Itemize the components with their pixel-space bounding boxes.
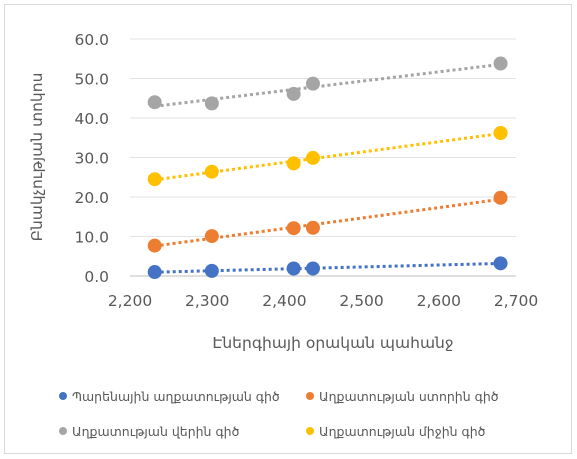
data-point-series-2 bbox=[204, 229, 219, 244]
trendline-series-1 bbox=[154, 261, 501, 274]
data-point-series-3 bbox=[493, 56, 508, 71]
y-tick-label: 60.0 bbox=[74, 31, 109, 49]
data-point-series-4 bbox=[286, 156, 301, 171]
trendlines bbox=[154, 62, 501, 274]
legend-label: Պարենային աղքատության գիծ bbox=[72, 389, 280, 404]
x-tick-label: 2,200 bbox=[108, 292, 152, 310]
data-point-series-1 bbox=[286, 261, 301, 276]
legend-label: Աղքատության վերին գիծ bbox=[72, 424, 239, 439]
data-points bbox=[147, 56, 508, 280]
trendline-series-3 bbox=[154, 62, 501, 108]
data-point-series-2 bbox=[493, 190, 508, 205]
x-tick-label: 2,500 bbox=[339, 292, 383, 310]
data-point-series-4 bbox=[147, 172, 162, 187]
data-point-series-1 bbox=[305, 261, 320, 276]
legend-label: Աղքատության միջին գիծ bbox=[319, 424, 485, 439]
y-tick-labels: 0.0 10.0 20.0 30.0 40.0 50.0 60.0 bbox=[74, 31, 109, 286]
legend-label: Աղքատության ստորին գիծ bbox=[319, 389, 499, 404]
legend: Պարենային աղքատության գիծ Աղքատության ստո… bbox=[59, 389, 499, 439]
trendline-series-2 bbox=[154, 197, 501, 248]
trendline-series-4 bbox=[154, 132, 501, 182]
legend-marker bbox=[59, 392, 67, 400]
legend-marker bbox=[306, 427, 314, 435]
legend-marker bbox=[306, 392, 314, 400]
x-tick-label: 2,400 bbox=[262, 292, 306, 310]
x-tick-label: 2,600 bbox=[417, 292, 461, 310]
y-tick-label: 10.0 bbox=[74, 229, 109, 247]
y-tick-label: 40.0 bbox=[74, 110, 109, 128]
x-tick-label: 2,300 bbox=[185, 292, 229, 310]
data-point-series-3 bbox=[305, 76, 320, 91]
data-point-series-4 bbox=[493, 126, 508, 141]
y-tick-label: 30.0 bbox=[74, 150, 109, 168]
data-point-series-2 bbox=[147, 238, 162, 253]
data-point-series-1 bbox=[493, 256, 508, 271]
y-tick-label: 50.0 bbox=[74, 71, 109, 89]
data-point-series-3 bbox=[147, 95, 162, 110]
y-tick-label: 20.0 bbox=[74, 189, 109, 207]
x-axis-title: Էներգիայի օրական պահանջ bbox=[212, 334, 453, 352]
data-point-series-4 bbox=[305, 150, 320, 165]
data-point-series-2 bbox=[286, 221, 301, 236]
data-point-series-4 bbox=[204, 164, 219, 179]
data-point-series-2 bbox=[305, 220, 320, 235]
data-point-series-1 bbox=[147, 265, 162, 280]
x-tick-labels: 2,200 2,300 2,400 2,500 2,600 2,700 bbox=[108, 292, 538, 310]
gridlines bbox=[130, 38, 516, 277]
y-tick-label: 0.0 bbox=[84, 268, 109, 286]
legend-marker bbox=[59, 427, 67, 435]
data-point-series-3 bbox=[286, 86, 301, 101]
x-tick-label: 2,700 bbox=[494, 292, 538, 310]
data-point-series-3 bbox=[204, 96, 219, 111]
data-point-series-1 bbox=[204, 263, 219, 278]
y-axis-title: Բնակչության տոկոս bbox=[28, 73, 46, 242]
